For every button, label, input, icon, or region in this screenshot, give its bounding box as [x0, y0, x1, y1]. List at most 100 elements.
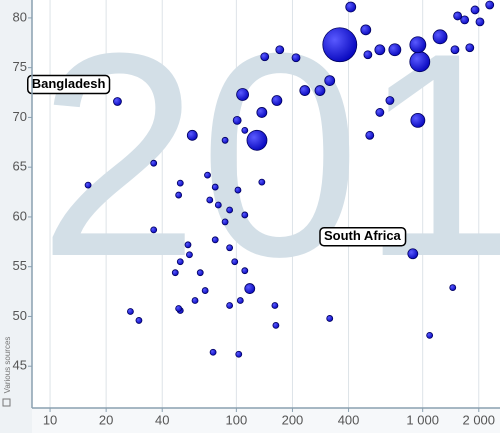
y-tick-label: 60: [13, 208, 27, 223]
y-tick-label: 75: [13, 59, 27, 74]
bubble: [184, 241, 192, 249]
bubble: [211, 236, 219, 244]
x-tick-label: 1 000: [406, 412, 439, 427]
bubble: [211, 183, 219, 191]
bubble: [258, 178, 266, 186]
bubble: [388, 43, 402, 57]
bubble: [326, 315, 334, 322]
y-tick-label: 65: [13, 159, 27, 174]
bubble: [235, 350, 243, 358]
bubble: [231, 258, 239, 266]
annotation: Bangladesh: [27, 74, 111, 95]
bubble: [363, 50, 373, 60]
y-tick-label: 45: [13, 358, 27, 373]
ticks: 10 20 40 100 200 400 1 000 2 000 45 50 55 60 65 70 75 8…: [13, 9, 496, 427]
bubble: [324, 75, 336, 87]
bubble: [241, 267, 249, 275]
bubble: [175, 305, 183, 312]
bubble: [374, 44, 386, 56]
bubble: [244, 283, 256, 294]
bubble: [232, 116, 242, 125]
bubble: [113, 97, 122, 106]
x-tick-label: 100: [226, 412, 248, 427]
bubble: [226, 206, 234, 214]
axis-strip: [0, 0, 32, 433]
icon: [2, 398, 11, 407]
bubble: [206, 196, 214, 204]
bubble: [246, 129, 268, 151]
annotations: Bangladesh South Africa: [27, 74, 407, 247]
bubble: [186, 129, 198, 141]
bubble: [176, 179, 184, 187]
bubble: [196, 269, 204, 277]
y-tick-label: 55: [13, 258, 27, 273]
bubble: [360, 24, 372, 36]
bubble: [135, 317, 143, 324]
y-tick-label: 50: [13, 308, 27, 323]
x-tick-label: 200: [282, 412, 304, 427]
x-tick-label: 10: [43, 412, 57, 427]
bubble: [375, 108, 385, 117]
bubble: [475, 17, 485, 27]
bubble: [236, 297, 244, 304]
bubble: [299, 85, 311, 96]
annotation-label: Bangladesh: [32, 76, 106, 91]
bubble: [186, 251, 193, 259]
bubble: [241, 126, 249, 134]
bubble: [221, 218, 229, 226]
bubble: [314, 85, 326, 96]
bubble: [171, 269, 179, 277]
bubble: [432, 29, 448, 45]
bubble: [176, 258, 184, 266]
bubble: [150, 159, 158, 167]
bubble: [426, 331, 434, 339]
annotation: South Africa: [319, 227, 407, 247]
bubble: [221, 136, 229, 144]
bubble: [271, 302, 279, 309]
bubble: [460, 15, 470, 25]
bubble: [450, 45, 460, 55]
annotation-box: [27, 74, 111, 95]
bubble: [226, 244, 234, 252]
bubble: [365, 130, 375, 140]
annotation-box: [319, 227, 407, 247]
axis-strip: [32, 408, 500, 433]
x-tick-label: 2 000: [462, 412, 495, 427]
bubble: [209, 348, 217, 356]
annotation-label: South Africa: [324, 228, 402, 243]
x-tick-label: 400: [338, 412, 360, 427]
x-tick-label: 20: [99, 412, 113, 427]
bubble: [345, 1, 357, 13]
bubble: [485, 0, 495, 10]
bubble: [407, 248, 419, 260]
bubbles: [84, 0, 495, 358]
bubble: [322, 27, 358, 63]
bubble: [84, 181, 92, 189]
bubble: [272, 322, 280, 329]
bubble: [204, 171, 211, 179]
source-note: Various sources: [3, 337, 12, 394]
bubble: [410, 113, 426, 128]
bubble: [150, 226, 158, 234]
bubble: [241, 211, 249, 219]
bubble: [291, 53, 301, 63]
bubble: [214, 201, 222, 209]
bubble: [470, 5, 480, 15]
bubble: [236, 88, 249, 101]
bubble: [449, 284, 457, 291]
bubble: [226, 302, 234, 309]
y-tick-label: 80: [13, 9, 27, 24]
bubble: [234, 186, 242, 194]
bubble: [201, 287, 209, 294]
bubble: [271, 95, 283, 106]
bubble: [465, 43, 475, 53]
bubble: [175, 191, 183, 199]
y-tick-label: 70: [13, 109, 27, 124]
bubble: [385, 96, 395, 105]
bubble: [256, 107, 268, 118]
bubble: [191, 297, 199, 304]
year-watermark: 201: [38, 0, 500, 317]
bubble: [275, 45, 285, 55]
x-tick-label: 40: [155, 412, 169, 427]
